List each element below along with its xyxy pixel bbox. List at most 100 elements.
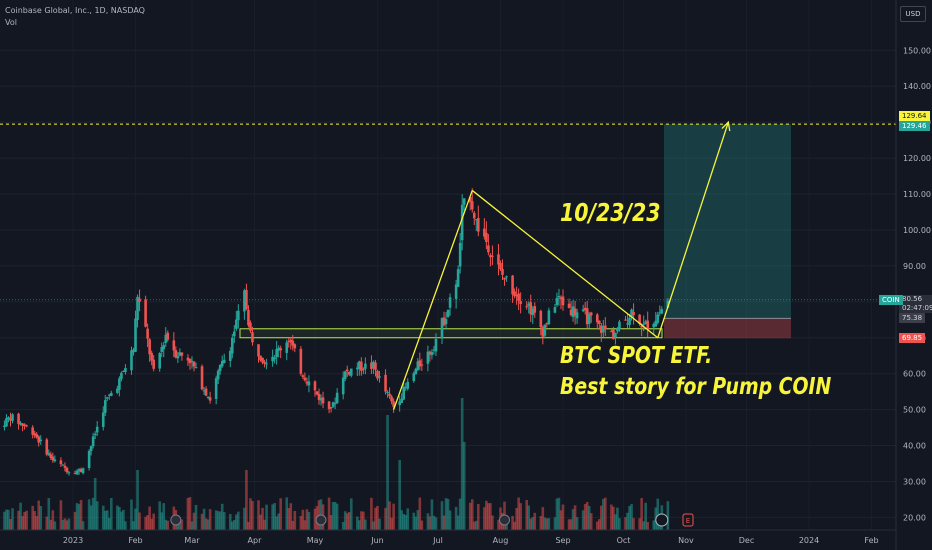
volume-bar — [251, 500, 254, 530]
volume-bar — [545, 518, 549, 530]
candle-body — [259, 355, 262, 361]
volume-bar — [602, 498, 605, 530]
candle-body — [144, 299, 147, 327]
candle-body — [152, 359, 155, 369]
candle-body — [583, 307, 587, 310]
volume-bar — [571, 509, 575, 530]
candle-body — [595, 314, 599, 323]
candle-body — [420, 364, 424, 366]
candle-body — [575, 312, 579, 319]
candle-body — [487, 245, 490, 253]
volume-bar — [21, 516, 24, 530]
price-tick-label: 90.00 — [903, 262, 926, 271]
price-tick-label: 20.00 — [903, 513, 926, 522]
volume-bar — [547, 518, 551, 530]
volume-bar — [628, 506, 631, 530]
candle-body — [136, 296, 139, 320]
volume-bar — [515, 507, 518, 530]
volume-bar — [138, 512, 141, 530]
candle-body — [79, 468, 83, 473]
candle-body — [263, 361, 266, 364]
candle-body — [293, 344, 297, 349]
volume-bar — [49, 519, 53, 530]
support-zone[interactable] — [239, 328, 663, 339]
event-markers[interactable]: E — [170, 513, 694, 527]
volume-bar — [206, 519, 210, 530]
volume-bar — [5, 509, 8, 530]
currency-selector[interactable]: USD — [900, 6, 926, 22]
volume-bar — [618, 518, 621, 530]
volume-bar — [333, 501, 337, 530]
candle-body — [513, 291, 516, 297]
candle-body — [77, 469, 81, 471]
candle-body — [305, 381, 309, 384]
volume-bar — [444, 498, 448, 530]
volume-bar — [265, 504, 268, 530]
pump-annotation[interactable]: Best story for Pump COIN — [560, 374, 832, 400]
volume-bar — [470, 499, 474, 530]
candle-body — [299, 348, 303, 374]
time-tick-label: 2024 — [799, 536, 819, 545]
candle-body — [497, 254, 500, 265]
volume-bar — [642, 521, 645, 530]
volume-bar — [263, 519, 266, 530]
date-annotation[interactable]: 10/23/23 — [560, 198, 661, 227]
candle-body — [559, 297, 563, 300]
volume-bar — [360, 511, 363, 530]
volume-bar — [77, 504, 81, 530]
candle-body — [515, 295, 518, 297]
candle-body — [110, 392, 113, 397]
candle-body — [303, 377, 307, 381]
candle-body — [485, 232, 488, 242]
candle-body — [372, 361, 375, 369]
candle-body — [483, 228, 486, 237]
volume-bar — [87, 499, 91, 530]
etf-annotation[interactable]: BTC SPOT ETF. — [560, 343, 713, 369]
candle-body — [249, 322, 252, 331]
time-tick-label: Oct — [617, 536, 631, 545]
price-axis[interactable]: 20.0030.0040.0050.0060.0070.0080.0090.00… — [895, 0, 931, 550]
time-axis[interactable]: Dec2023FebMarAprMayJunJulAugSepOctNovDec… — [0, 529, 896, 545]
candle-body — [257, 344, 260, 357]
time-tick-label: Nov — [678, 536, 694, 545]
candle-body — [101, 412, 105, 427]
time-tick-label: Feb — [128, 536, 142, 545]
candle-body — [614, 332, 617, 338]
volume-bar — [491, 515, 494, 530]
time-tick-label: Sep — [555, 536, 570, 545]
candle-body — [65, 467, 69, 472]
candle-body — [216, 370, 220, 380]
volume-bar — [597, 519, 601, 530]
candle-body — [652, 324, 656, 328]
candle-body — [47, 452, 51, 455]
candle-body — [547, 310, 551, 325]
candle-body — [341, 377, 345, 395]
candle-body — [138, 298, 141, 302]
volume-bar — [404, 515, 408, 530]
volume-bar — [624, 517, 627, 530]
volume-bar — [202, 508, 206, 530]
symbol-badge[interactable]: COIN — [879, 294, 903, 305]
candle-body — [378, 376, 381, 378]
candle-body — [204, 388, 208, 396]
candle-body — [624, 319, 627, 321]
candle-body — [442, 317, 446, 326]
volume-bar — [208, 509, 212, 530]
volume-bar — [527, 505, 531, 530]
volume-bar — [247, 521, 250, 530]
candle-body — [434, 338, 438, 352]
trendlines[interactable] — [393, 120, 731, 410]
volume-bars — [3, 398, 670, 530]
volume-bar — [299, 515, 303, 530]
candle-body — [470, 201, 474, 210]
volume-bar — [630, 504, 633, 530]
long-position-tool[interactable] — [0, 123, 896, 339]
volume-bar — [420, 520, 424, 530]
volume-bar — [589, 513, 593, 530]
volume-bar — [237, 511, 240, 530]
candle-body — [499, 262, 502, 270]
volume-bar — [400, 510, 403, 530]
volume-bar — [200, 513, 204, 530]
candle-body — [541, 327, 545, 337]
